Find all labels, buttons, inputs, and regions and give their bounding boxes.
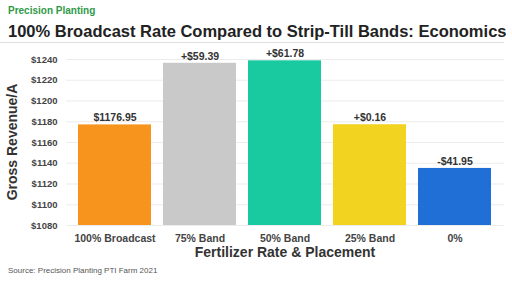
svg-text:+$61.78: +$61.78 — [266, 47, 304, 59]
svg-text:100% Broadcast: 100% Broadcast — [74, 232, 156, 244]
svg-text:0%: 0% — [447, 232, 463, 244]
html-text:100% Broadcast Rate Compared t: 100% Broadcast Rate Compared to Strip-Ti… — [8, 22, 507, 40]
svg-text:Fertilizer Rate & Placement: Fertilizer Rate & Placement — [195, 244, 376, 260]
svg-text:$1100: $1100 — [32, 199, 58, 210]
html-text:Source: Precision Planting PTI: Source: Precision Planting PTI Farm 2021 — [8, 266, 158, 275]
svg-text:+$0.16: +$0.16 — [354, 111, 387, 123]
svg-text:$1160: $1160 — [32, 137, 58, 148]
svg-text:Gross Revenue/A: Gross Revenue/A — [4, 84, 20, 201]
svg-text:-$41.95: -$41.95 — [437, 155, 473, 167]
svg-text:$1240: $1240 — [31, 54, 57, 65]
svg-text:75% Band: 75% Band — [175, 232, 225, 244]
svg-text:25% Band: 25% Band — [345, 232, 395, 244]
svg-text:+$59.39: +$59.39 — [181, 50, 219, 62]
svg-text:$1220: $1220 — [31, 74, 57, 85]
svg-text:$1080: $1080 — [31, 220, 57, 231]
svg-text:$1180: $1180 — [32, 116, 58, 127]
svg-text:$1120: $1120 — [32, 178, 58, 189]
svg-text:$1176.95: $1176.95 — [93, 111, 136, 123]
svg-text:$1200: $1200 — [31, 95, 57, 106]
svg-text:50% Band: 50% Band — [260, 232, 310, 244]
svg-text:$1140: $1140 — [32, 157, 58, 168]
html-text:Precision Planting: Precision Planting — [8, 5, 96, 16]
